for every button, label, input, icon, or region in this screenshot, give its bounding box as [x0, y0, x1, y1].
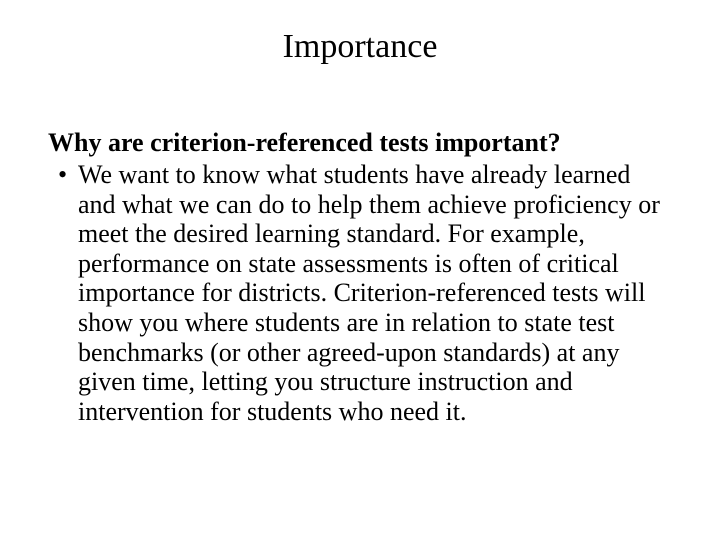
slide: Importance Why are criterion-referenced …: [0, 0, 720, 540]
bullet-item: We want to know what students have alrea…: [48, 160, 672, 427]
slide-title: Importance: [48, 28, 672, 66]
slide-subheading: Why are criterion-referenced tests impor…: [48, 128, 672, 158]
bullet-list: We want to know what students have alrea…: [48, 160, 672, 427]
